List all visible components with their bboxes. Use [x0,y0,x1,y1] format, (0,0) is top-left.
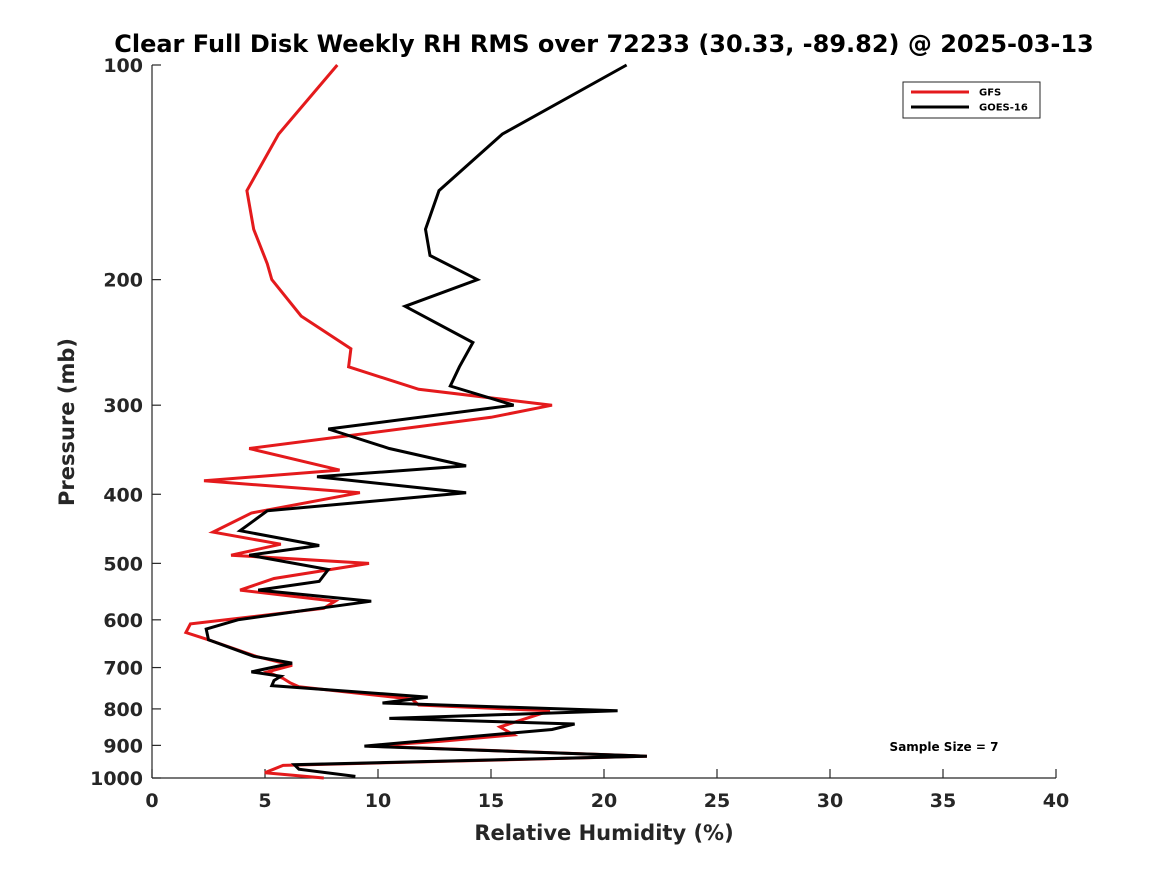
x-tick-label: 20 [591,790,617,812]
x-tick-label: 40 [1043,790,1069,812]
x-tick-label: 10 [365,790,391,812]
x-tick-label: 35 [930,790,956,812]
y-tick-label: 500 [103,553,143,575]
y-tick-label: 200 [103,270,143,292]
y-tick-label: 800 [103,699,143,721]
legend-label-goes-16: GOES-16 [979,103,1028,114]
chart-title: Clear Full Disk Weekly RH RMS over 72233… [114,30,1094,58]
y-tick-label: 300 [103,395,143,417]
y-tick-label: 700 [103,658,143,680]
plot-area: 0 5 10 15 20 25 30 35 40 100 200 300 400 500 600 700 800… [90,55,1069,812]
series-line-goes-16 [204,63,647,778]
sample-size-annotation: Sample Size = 7 [890,740,999,754]
legend: GFS GOES-16 [902,81,1041,119]
y-tick-label: 600 [103,610,143,632]
y-tick-label: 100 [103,55,143,77]
x-axis-label: Relative Humidity (%) [474,821,733,845]
x-tick-label: 15 [478,790,504,812]
y-axis-label: Pressure (mb) [55,338,79,506]
x-tick-label: 0 [145,790,158,812]
y-tick-label: 900 [103,735,143,757]
y-tick-label: 1000 [90,768,143,790]
legend-label-gfs: GFS [979,88,1001,99]
y-tick-label: 400 [103,484,143,506]
x-tick-label: 5 [258,790,271,812]
legend-box [902,81,1041,119]
x-tick-label: 30 [817,790,843,812]
x-tick-label: 25 [704,790,730,812]
